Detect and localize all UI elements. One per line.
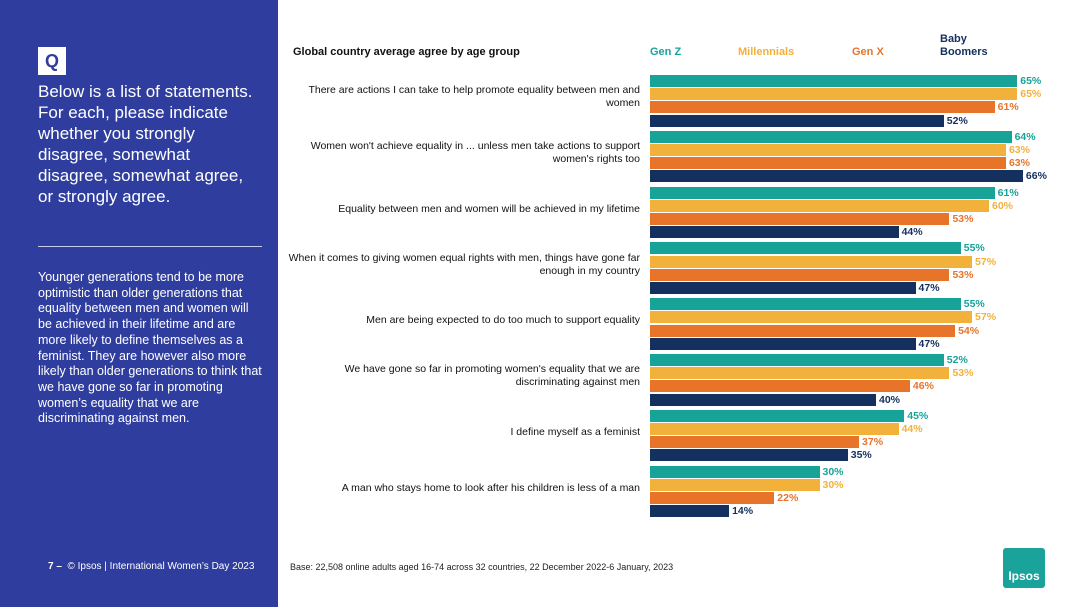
bar (650, 436, 860, 449)
bar (650, 423, 899, 435)
bar (650, 324, 956, 337)
value-label: 53% (952, 213, 974, 225)
legend-entry: Gen Z (650, 46, 682, 58)
value-label: 44% (901, 423, 923, 435)
category-label: Men are being expected to do too much to… (366, 314, 640, 327)
value-label: 60% (992, 199, 1014, 212)
bar (650, 393, 876, 406)
bar (650, 492, 775, 504)
value-label: 37% (862, 436, 884, 449)
chart-title: Global country average agree by age grou… (293, 46, 520, 58)
bar (650, 282, 916, 294)
category-label: There are actions I can take to help pro… (308, 84, 640, 110)
value-label: 40% (879, 393, 901, 406)
bar (650, 170, 1023, 183)
bar (650, 213, 950, 225)
value-label: 22% (777, 492, 799, 504)
value-label: 61% (997, 101, 1019, 114)
page-number: 7 – (48, 561, 62, 572)
value-label: 30% (822, 465, 844, 478)
category-label: I define myself as a feminist (510, 425, 640, 438)
value-label: 63% (1008, 157, 1030, 170)
value-label: 47% (918, 282, 940, 294)
bar (650, 226, 899, 239)
value-label: 53% (952, 367, 974, 380)
bar (650, 186, 995, 199)
value-label: 54% (958, 324, 980, 337)
legend-entry: Millennials (738, 46, 795, 58)
bar (650, 242, 961, 255)
value-label: 65% (1020, 75, 1042, 87)
value-label: 64% (1014, 130, 1036, 143)
value-label: 52% (946, 114, 968, 127)
bar (650, 88, 1018, 101)
legend-entry: Baby Boomers (940, 33, 988, 58)
bar (650, 465, 820, 478)
value-label: 46% (912, 380, 934, 393)
value-label: 65% (1020, 88, 1042, 101)
category-label: A man who stays home to look after his c… (341, 481, 640, 494)
value-label: 45% (907, 409, 929, 422)
bar (650, 255, 973, 268)
bar (650, 75, 1018, 87)
bar (650, 130, 1012, 143)
bar (650, 478, 820, 491)
value-label: 53% (952, 268, 974, 281)
bar (650, 449, 848, 462)
bar (650, 268, 950, 281)
bar (650, 380, 910, 393)
footer-text: © Ipsos | International Women’s Day 2023 (67, 561, 255, 572)
value-label: 55% (963, 298, 985, 311)
bar (650, 337, 916, 350)
value-label: 61% (997, 186, 1019, 199)
bar (650, 505, 730, 518)
bar (650, 298, 961, 311)
value-label: 63% (1008, 144, 1030, 156)
value-label: 44% (901, 226, 923, 239)
value-label: 55% (963, 242, 985, 255)
divider (38, 246, 262, 247)
bar (650, 114, 944, 127)
summary: Younger generations tend to be more opti… (38, 270, 262, 426)
category-label: Women won't achieve equality in ... unle… (310, 140, 640, 166)
base-note: Base: 22,508 online adults aged 16-74 ac… (290, 562, 674, 572)
value-label: 14% (732, 505, 754, 518)
value-label: 66% (1025, 170, 1047, 183)
value-label: 52% (946, 354, 968, 366)
question: Below is a list of statements. For each,… (38, 82, 253, 206)
value-label: 57% (975, 311, 997, 324)
legend-entry: Gen X (852, 46, 884, 58)
value-label: 30% (822, 478, 844, 491)
value-label: 47% (918, 337, 940, 350)
value-label: 35% (850, 449, 872, 462)
bar (650, 354, 944, 366)
value-label: 57% (975, 255, 997, 268)
bar (650, 157, 1006, 170)
category-label: Equality between men and women will be a… (338, 202, 640, 215)
bar (650, 311, 973, 324)
category-label: When it comes to giving women equal righ… (288, 251, 640, 277)
bar (650, 409, 905, 422)
footer: 7 – © Ipsos | International Women’s Day … (48, 561, 254, 572)
sidebar: Q Below is a list of statements. For eac… (0, 0, 278, 607)
bar (650, 101, 995, 114)
badge: Q (38, 47, 66, 75)
category-label: We have gone so far in promoting women's… (344, 363, 640, 389)
bar (650, 199, 989, 212)
bar (650, 367, 950, 380)
bar (650, 144, 1006, 156)
logo: Ipsos (1003, 548, 1045, 588)
